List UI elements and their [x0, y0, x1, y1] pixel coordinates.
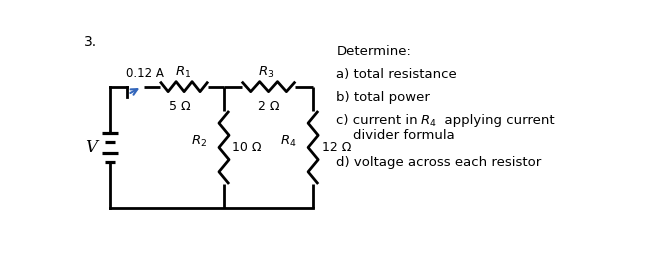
Text: $R_1$: $R_1$: [175, 65, 191, 80]
Text: c) current in: c) current in: [337, 114, 422, 127]
Text: 3.: 3.: [84, 35, 97, 49]
Text: V: V: [84, 139, 97, 156]
Text: $R_4$: $R_4$: [279, 134, 296, 149]
Text: 2 Ω: 2 Ω: [258, 101, 279, 114]
Text: applying current: applying current: [435, 114, 554, 127]
Text: $R_4$: $R_4$: [420, 114, 437, 129]
Text: b) total power: b) total power: [337, 91, 430, 104]
Text: 10 Ω: 10 Ω: [232, 141, 261, 154]
Text: divider formula: divider formula: [337, 129, 455, 142]
Text: 0.12 A: 0.12 A: [126, 67, 163, 80]
Text: Determine:: Determine:: [337, 45, 412, 58]
Text: 12 Ω: 12 Ω: [322, 141, 352, 154]
Text: $R_3$: $R_3$: [258, 65, 274, 80]
Text: d) voltage across each resistor: d) voltage across each resistor: [337, 156, 542, 169]
Text: a) total resistance: a) total resistance: [337, 68, 457, 81]
Text: 5 Ω: 5 Ω: [169, 101, 191, 114]
Text: $R_2$: $R_2$: [191, 134, 207, 149]
